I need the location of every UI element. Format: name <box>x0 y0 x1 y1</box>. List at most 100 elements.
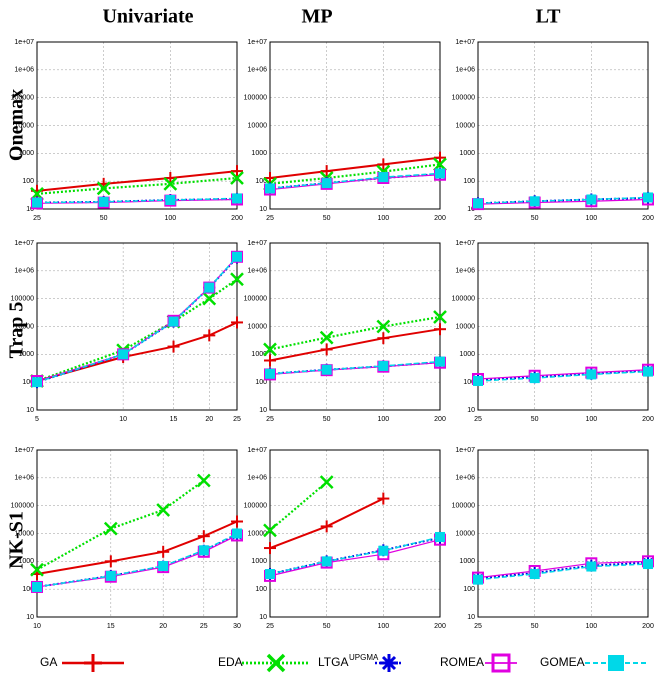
marker <box>378 545 389 556</box>
legend-marker <box>380 654 398 672</box>
y-tick-label: 1e+06 <box>455 475 475 482</box>
marker <box>529 196 540 207</box>
marker <box>529 373 540 384</box>
marker <box>232 251 242 262</box>
x-tick-label: 50 <box>323 623 331 630</box>
series-line <box>269 539 441 577</box>
x-tick-label: 25 <box>474 416 482 423</box>
y-tick-label: 10000 <box>456 122 476 129</box>
legend-marker <box>491 653 511 673</box>
marker <box>320 343 333 356</box>
x-tick-label: 25 <box>474 215 482 222</box>
marker <box>434 151 446 164</box>
marker <box>377 332 390 345</box>
marker <box>265 569 275 580</box>
legend-marker-stroke <box>381 655 397 671</box>
x-tick-label: 25 <box>266 416 274 423</box>
y-tick-label: 100000 <box>244 296 267 303</box>
x-tick-label: 200 <box>434 215 446 222</box>
y-tick-label: 10 <box>259 407 267 414</box>
x-tick-label: 50 <box>323 416 331 423</box>
series-line <box>477 563 649 581</box>
y-tick-label: 10000 <box>456 323 476 330</box>
marker <box>377 158 390 171</box>
marker <box>156 503 171 517</box>
x-tick-label: 30 <box>233 623 241 630</box>
legend-marker <box>608 655 624 671</box>
x-tick-label: 15 <box>107 623 115 630</box>
y-tick-label: 10000 <box>15 323 35 330</box>
y-tick-label: 1000 <box>251 150 267 157</box>
x-tick-label: 50 <box>100 215 108 222</box>
panel: 10 100 1000 10000 100000 1e+06 1e+07 25 50 100 200 <box>452 240 654 423</box>
series-line <box>269 163 441 185</box>
marker <box>118 349 129 360</box>
marker <box>158 560 169 571</box>
series-line <box>269 360 441 375</box>
row-title: Onemax <box>6 89 28 161</box>
x-tick-label: 200 <box>231 215 243 222</box>
y-tick-label: 100 <box>22 379 34 386</box>
marker <box>473 376 483 387</box>
x-tick-label: 100 <box>585 623 597 630</box>
y-tick-label: 100 <box>255 178 267 185</box>
x-tick-label: 100 <box>377 623 389 630</box>
marker <box>433 310 447 324</box>
series-line <box>36 532 238 588</box>
marker <box>196 473 211 488</box>
marker <box>263 523 277 538</box>
y-tick-label: 100 <box>22 178 34 185</box>
marker <box>203 329 216 342</box>
x-tick-label: 100 <box>377 416 389 423</box>
x-tick-label: 10 <box>119 416 127 423</box>
x-tick-label: 100 <box>164 215 176 222</box>
marker <box>321 364 332 375</box>
y-tick-label: 10000 <box>15 530 35 537</box>
y-tick-label: 100 <box>463 379 475 386</box>
y-tick-label: 10000 <box>248 530 268 537</box>
marker <box>157 545 170 558</box>
series-line <box>477 198 649 205</box>
marker <box>30 562 44 577</box>
legend-label: GA <box>40 655 57 669</box>
x-tick-label: 200 <box>642 416 654 423</box>
y-tick-label: 1e+06 <box>247 268 267 275</box>
x-tick-label: 200 <box>642 623 654 630</box>
row-title: Trap 5 <box>6 302 28 359</box>
series-line <box>269 172 441 190</box>
marker <box>232 528 242 539</box>
x-tick-label: 20 <box>205 416 213 423</box>
y-tick-label: 1e+06 <box>14 268 34 275</box>
y-tick-label: 10000 <box>248 122 268 129</box>
series-line <box>477 561 649 580</box>
panel: 10 100 1000 10000 100000 1e+06 1e+07 25 50 100 200 <box>244 240 447 423</box>
legend-marker-stroke <box>266 653 286 673</box>
series-line <box>36 197 238 204</box>
marker <box>32 581 42 592</box>
series-line <box>36 533 238 588</box>
series-line <box>36 278 238 383</box>
marker <box>378 172 389 183</box>
series-line <box>36 256 238 382</box>
marker <box>319 475 334 490</box>
marker <box>104 555 117 568</box>
y-tick-label: 10 <box>259 206 267 213</box>
series-line <box>477 369 649 380</box>
y-tick-label: 1000 <box>18 351 34 358</box>
plot-frame <box>36 41 238 210</box>
marker <box>231 515 243 528</box>
marker <box>204 282 215 293</box>
marker <box>32 377 42 388</box>
series-line <box>269 481 328 532</box>
y-tick-label: 1e+07 <box>247 39 267 46</box>
marker <box>231 316 243 329</box>
y-tick-label: 10000 <box>15 122 35 129</box>
panel: 10 100 1000 10000 100000 1e+06 1e+07 25 50 100 200 <box>244 39 447 222</box>
column-title: MP <box>301 6 332 28</box>
series-line <box>36 176 238 195</box>
y-tick-label: 1000 <box>459 150 475 157</box>
y-tick-label: 1e+07 <box>14 447 34 454</box>
marker <box>168 316 179 327</box>
series-line <box>269 156 441 179</box>
